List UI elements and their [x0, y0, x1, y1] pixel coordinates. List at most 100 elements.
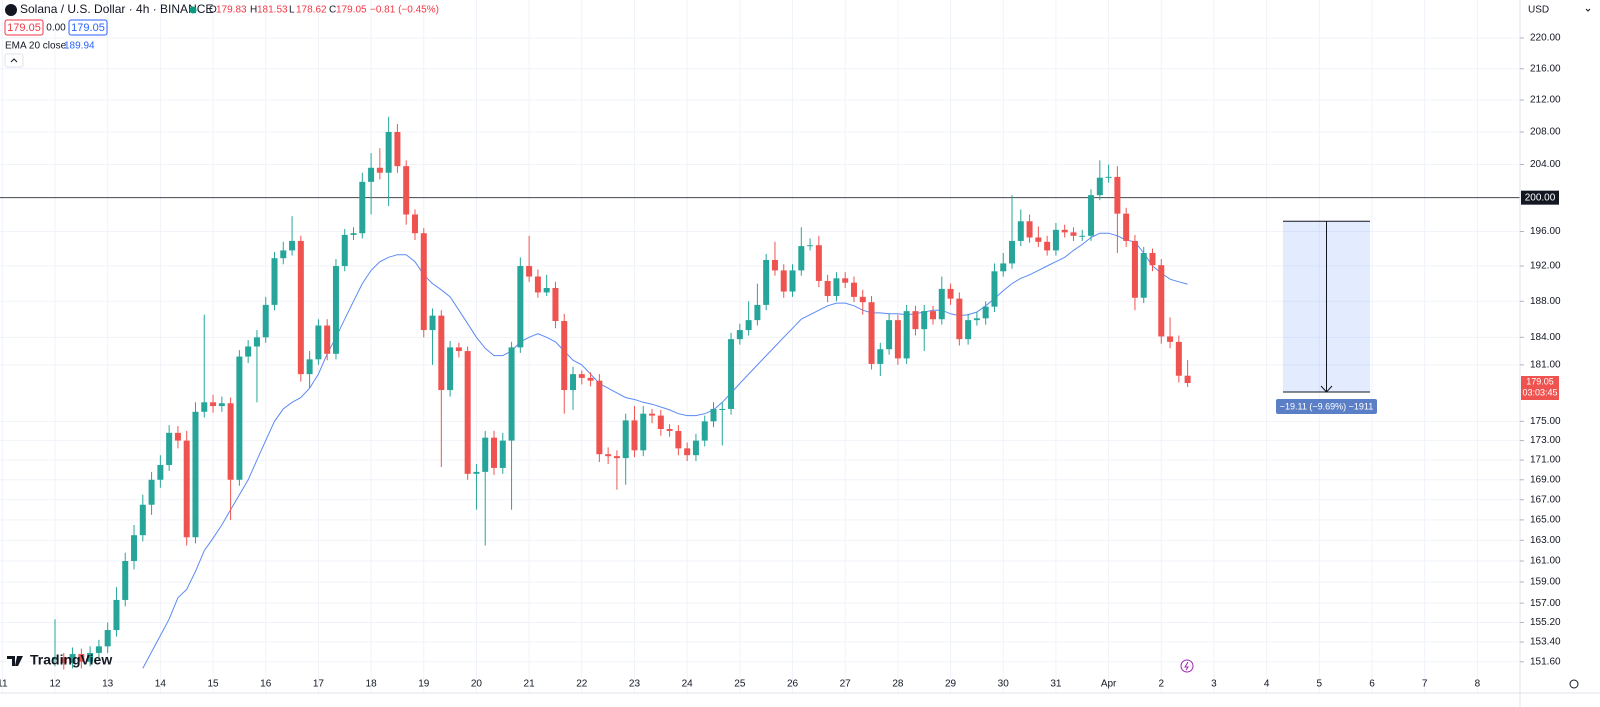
candle-body [631, 420, 638, 451]
y-tick-label: 173.00 [1530, 435, 1561, 446]
candle-body [1079, 235, 1086, 237]
candle-body [183, 440, 190, 538]
x-tick-label: 21 [524, 679, 536, 690]
candle-body [350, 233, 357, 235]
candle-body [385, 131, 392, 173]
candle-body [1149, 253, 1156, 266]
candle-body [455, 347, 462, 352]
bid-box[interactable] [4, 19, 44, 36]
candle-body [657, 415, 664, 430]
ema-legend-value: 189.94 [64, 41, 95, 52]
x-tick-label: 19 [418, 679, 430, 690]
candle-body [78, 654, 85, 662]
candle-body [52, 657, 58, 660]
change: −0.81 (−0.45%) [370, 5, 439, 16]
symbol-logo [5, 4, 17, 16]
y-tick-label: 161.00 [1530, 556, 1561, 567]
x-tick-label: 18 [366, 679, 378, 690]
candle-body [745, 320, 752, 331]
x-tick-label: 24 [682, 679, 694, 690]
x-tick-label: 15 [207, 679, 219, 690]
candle-body [218, 403, 225, 407]
candle-body [824, 280, 831, 296]
candle-body [1009, 240, 1016, 264]
horizontal-line-label-box [1521, 190, 1559, 205]
candle-body [780, 270, 787, 292]
ohlc-key: C [329, 5, 336, 16]
candle-body [570, 374, 577, 391]
candle-body [517, 266, 524, 348]
candle-body [482, 437, 489, 472]
candle-body [157, 464, 164, 480]
candle-body [306, 359, 313, 375]
candle-body [587, 377, 594, 381]
currency-button[interactable] [1524, 2, 1596, 18]
candle-body [763, 259, 770, 305]
ohlc-value: 179.05 [336, 5, 367, 16]
candle-body [666, 429, 673, 431]
measure-arrowhead [1320, 385, 1333, 393]
candle-body [359, 181, 366, 234]
candle-body [508, 347, 515, 441]
candle-body [1052, 229, 1059, 251]
x-tick-label: Apr [1101, 679, 1117, 690]
candle-body [552, 287, 559, 322]
candle-body [578, 374, 585, 378]
x-tick-label: 5 [1317, 679, 1323, 690]
candle-body [789, 270, 796, 292]
ohlc-key: O [209, 5, 217, 16]
x-tick-label: 16 [260, 679, 272, 690]
last-price: 179.05 [1526, 376, 1554, 386]
candle-body [271, 258, 278, 305]
candle-body [1035, 237, 1042, 242]
candle-body [956, 298, 963, 340]
candle-body [771, 259, 778, 271]
y-tick-label: 159.00 [1530, 577, 1561, 588]
candle-body [1167, 336, 1174, 342]
candle-body [403, 166, 410, 215]
candle-body [526, 266, 533, 277]
y-tick-label: 204.00 [1530, 159, 1561, 170]
x-tick-label: 11 [0, 679, 8, 690]
candle-body [938, 288, 945, 320]
ohlc-key: L [289, 5, 295, 16]
candle-body [947, 288, 954, 299]
x-tick-label: 30 [998, 679, 1010, 690]
ask: 179.05 [71, 22, 105, 34]
market-status [189, 6, 197, 14]
candle-body [464, 351, 471, 474]
candle-body [253, 337, 260, 347]
x-tick-label: 27 [840, 679, 852, 690]
candle-body [965, 320, 972, 340]
candle-body [736, 330, 743, 340]
candle-body [447, 347, 454, 391]
candle-body [692, 440, 699, 456]
candle-body [842, 278, 849, 283]
symbol-title[interactable]: Solana / U.S. Dollar · 4h · BINANCE [20, 2, 213, 16]
x-tick-label: 25 [734, 679, 746, 690]
candle-body [324, 325, 331, 354]
settings-icon[interactable] [1569, 679, 1579, 689]
x-tick-label: 26 [787, 679, 799, 690]
candle-body [833, 278, 840, 296]
candle-body [429, 315, 436, 331]
y-tick-label: 175.00 [1530, 416, 1561, 427]
candle-body [534, 276, 541, 293]
candle-body [543, 287, 550, 293]
candle-body [201, 402, 208, 412]
y-tick-label: 157.00 [1530, 598, 1561, 609]
candle-body [912, 311, 919, 330]
candle-body [245, 346, 252, 357]
ask-box[interactable] [68, 19, 108, 36]
candle-body [280, 250, 287, 259]
currency-caret [1585, 8, 1591, 12]
collapse-button[interactable] [4, 53, 24, 68]
candle-body [1105, 176, 1112, 178]
candle-body [596, 380, 603, 455]
candle-body [262, 304, 269, 338]
candle-body [104, 630, 111, 647]
events-icon[interactable] [1180, 659, 1194, 673]
candle-body [60, 657, 67, 663]
candle-body [622, 420, 629, 459]
brand: TradingView [30, 652, 112, 668]
